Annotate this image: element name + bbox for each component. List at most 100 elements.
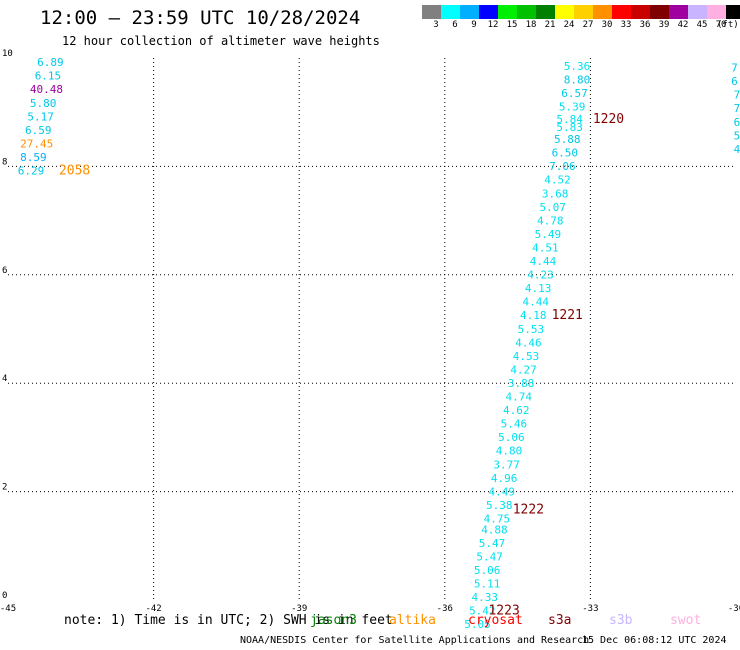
x-tick-label: -30 [728,604,740,614]
wave-height-label: 40.48 [30,83,63,96]
wave-height-label: 7 [734,102,740,115]
wave-height-label: 4.80 [496,445,523,458]
wave-height-label: 5.38 [486,499,513,512]
wave-height-label: 6 [734,116,740,129]
credit-text: NOAA/NESDIS Center for Satellite Applica… [240,635,590,646]
satellite-label-s3b: s3b [609,613,633,628]
y-tick-label: 0 [2,591,7,601]
x-tick-label: -33 [582,604,598,614]
wave-height-label: 5.46 [501,418,528,431]
wave-height-label: 5.07 [539,201,566,214]
x-tick-label: -42 [145,604,161,614]
wave-height-label: 4.44 [530,255,557,268]
color-scale-label: 24 [563,20,575,30]
wave-height-label: 3.68 [542,187,569,200]
y-tick-label: 4 [2,374,7,384]
wave-height-label: 8.80 [564,73,591,86]
wave-height-label: 6.9 [731,75,740,88]
wave-height-label: 8.59 [20,151,46,164]
wave-height-label: 4.74 [505,391,532,404]
wave-height-label: 4.78 [537,214,564,227]
wave-height-label: 4.52 [544,174,571,187]
color-scale-label: 27 [582,20,594,30]
footer-note: note: 1) Time is in UTC; 2) SWH is in fe… [64,613,393,628]
color-scale-box [479,5,498,19]
color-scale-label: 30 [601,20,613,30]
color-scale-box [422,5,441,19]
color-scale-box [650,5,669,19]
y-tick-label: 6 [2,266,7,276]
x-tick-label: -36 [437,604,453,614]
wave-height-label: 4.44 [522,296,549,309]
wave-height-label: 4.88 [481,523,508,536]
wave-height-label: 5.17 [27,110,54,123]
wave-height-label: 4.62 [503,404,530,417]
wave-height-label: 7. [734,89,740,102]
color-scale-unit: (ft) [717,20,739,30]
color-scale-box [593,5,612,19]
satellite-label-altika: altika [389,613,436,628]
color-scale-label: 70 [715,20,727,30]
color-scale-label: 39 [658,20,670,30]
y-tick-label: 10 [2,49,13,59]
wave-height-label: 5.83 [556,121,583,134]
color-scale-box [612,5,631,19]
pass-time-label: 1221 [552,308,583,323]
color-scale-box [669,5,688,19]
color-scale-label: 3 [433,20,439,30]
color-scale-label: 42 [677,20,689,30]
wave-height-label: 4.46 [515,336,542,349]
wave-height-label: 7.06 [549,160,576,173]
color-scale-box [631,5,650,19]
color-scale-label: 9 [471,20,477,30]
satellite-label-s3a: s3a [548,613,572,628]
color-scale-box [441,5,460,19]
wave-height-label: 5.11 [474,578,501,591]
wave-height-label: 5.06 [474,564,501,577]
wave-height-label: 4.23 [527,269,554,282]
y-tick-label: 2 [2,483,7,493]
wave-height-label: 5.53 [518,323,545,336]
wave-height-label: 6.50 [552,147,579,160]
pass-time-label: 1223 [488,604,519,619]
satellite-label-cryosat: cryosat [468,613,523,628]
wave-height-label: 4.27 [510,363,537,376]
wave-height-label: 5.84 [556,113,583,126]
wave-height-label: 6.57 [561,87,588,100]
color-scale-box [460,5,479,19]
satellite-label-jason3: jason3 [310,613,357,628]
pass-time-label: 1222 [513,502,544,517]
wave-height-label: 5.47 [476,550,503,563]
page-subtitle: 12 hour collection of altimeter wave hei… [62,34,380,48]
wave-height-label: 5 [734,129,740,142]
color-scale-label: 6 [452,20,458,30]
wave-height-label: 4.49 [488,485,514,498]
wave-height-label: 4.53 [513,350,540,363]
wave-height-label: 5.36 [564,60,591,73]
color-scale-box [707,5,726,19]
x-tick-label: -45 [0,604,16,614]
color-scale-box [517,5,536,19]
wave-height-label: 4.18 [520,309,547,322]
wave-height-label: 4.33 [471,591,498,604]
wave-height-label: 5.06 [498,431,524,444]
wave-height-label: 5.05 [464,618,491,631]
x-tick-label: -39 [291,604,307,614]
pass-time-label: 1220 [593,112,624,127]
color-scale-label: 36 [639,20,651,30]
wave-height-label: 6.15 [35,70,62,83]
wave-height-label: 5.88 [554,133,581,146]
wave-height-label: 4.96 [491,472,518,485]
wave-height-label: 4.51 [532,241,559,254]
color-scale-label: 21 [544,20,556,30]
y-tick-label: 8 [2,157,7,167]
color-scale-box [536,5,555,19]
wave-height-label: 4 [734,143,740,156]
page-title: 12:00 — 23:59 UTC 10/28/2024 [40,7,361,29]
wave-height-label: 5.47 [479,537,506,550]
wave-height-label: 6.59 [25,124,51,137]
wave-height-label: 27.45 [20,137,53,150]
wave-height-label: 3.77 [493,458,520,471]
